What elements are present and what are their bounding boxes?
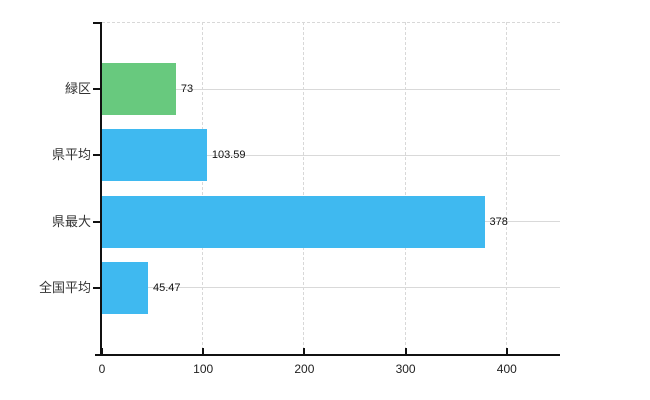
bar (102, 195, 485, 248)
v-gridline (404, 22, 406, 355)
y-axis-line (100, 22, 102, 355)
h-gridline (102, 154, 560, 156)
h-gridline (102, 88, 560, 90)
x-axis-tick (101, 348, 103, 354)
v-gridline (202, 22, 204, 355)
x-tick-label: 400 (496, 362, 517, 376)
category-label: 県最大 (51, 213, 91, 229)
x-tick-label: 0 (98, 362, 106, 376)
y-axis-tick (93, 220, 100, 223)
y-axis-tick (93, 88, 100, 90)
category-label: 県平均 (51, 147, 91, 163)
y-axis-tick (93, 22, 100, 24)
x-axis-line (95, 354, 560, 356)
y-axis-tick (93, 286, 100, 289)
x-axis-tick (404, 348, 407, 354)
category-label: 全国平均 (38, 279, 91, 295)
x-tick-label: 100 (193, 362, 214, 376)
bar-value-label: 103.59 (211, 149, 246, 162)
x-axis-tick (303, 348, 306, 354)
bar-value-label: 73 (180, 83, 194, 95)
v-gridline (505, 22, 507, 355)
bar (102, 129, 207, 182)
y-axis-tick (93, 154, 100, 157)
x-tick-label: 300 (395, 362, 416, 376)
plot-area (102, 22, 560, 355)
bar-value-label: 45.47 (153, 281, 181, 294)
x-axis-tick (202, 348, 205, 354)
bar-value-label: 378 (489, 215, 508, 228)
x-axis-tick (505, 348, 508, 354)
h-gridline (102, 287, 560, 289)
x-tick-label: 200 (294, 362, 315, 376)
v-gridline (303, 22, 305, 355)
bar (102, 63, 176, 115)
bar (102, 261, 149, 314)
category-label: 緑区 (64, 81, 91, 96)
